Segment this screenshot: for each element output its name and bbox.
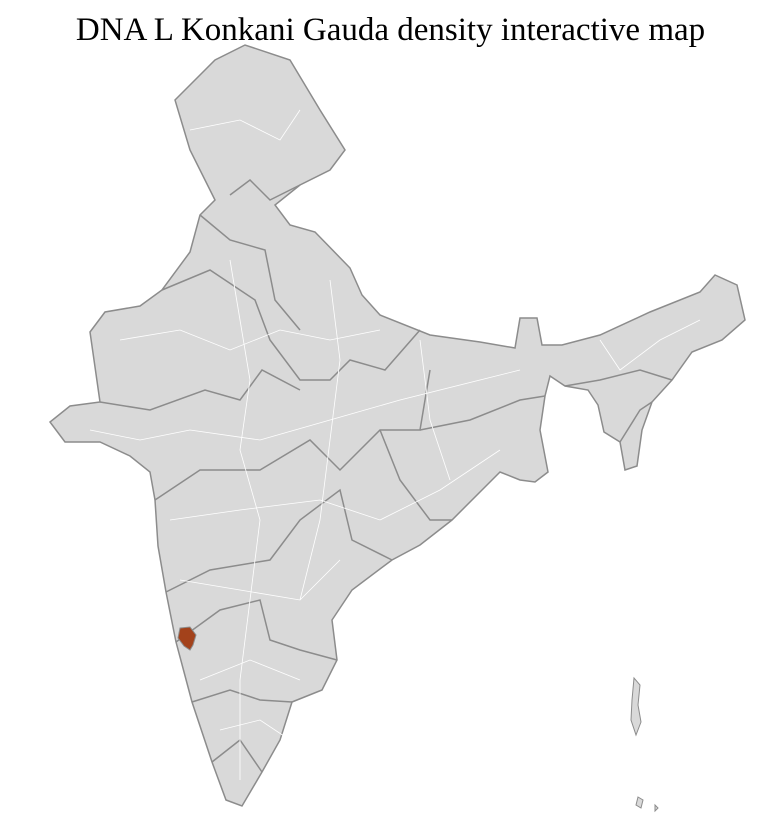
highlighted-district[interactable]	[177, 626, 197, 651]
map-title: DNA L Konkani Gauda density interactive …	[75, 12, 706, 48]
india-landmass[interactable]	[48, 44, 746, 807]
andaman-islands	[630, 676, 659, 813]
district-borders	[89, 109, 701, 780]
